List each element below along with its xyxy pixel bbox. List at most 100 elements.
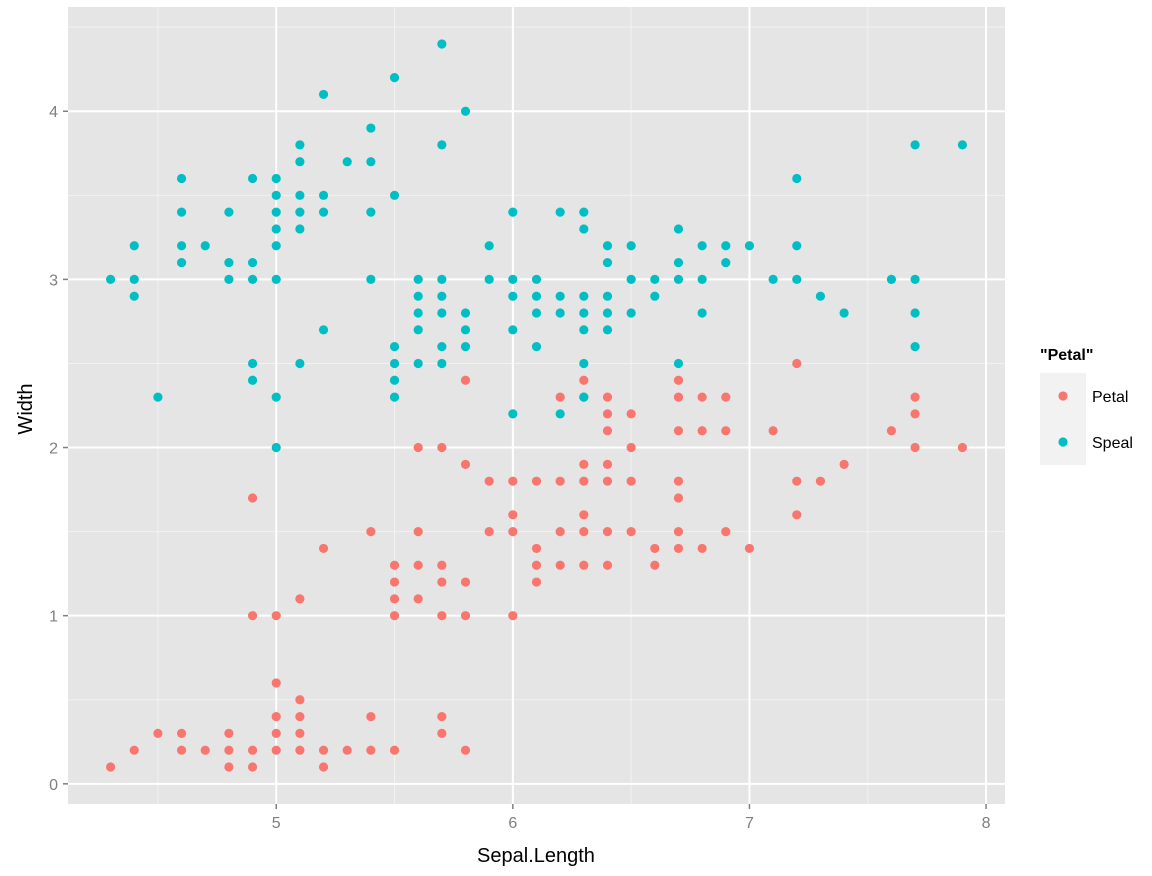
point-petal [437,611,447,621]
point-speal [224,257,234,268]
point-petal [153,728,163,738]
point-speal [626,274,636,284]
point-speal [673,224,684,234]
point-petal [224,745,234,755]
point-petal [129,745,139,755]
point-speal [531,291,542,301]
point-petal [721,527,731,537]
point-petal [437,442,447,453]
point-petal [602,459,613,469]
point-speal [839,308,849,318]
point-speal [579,358,589,369]
point-speal [247,274,258,284]
point-speal [105,274,116,284]
point-petal [650,543,660,554]
point-petal [697,426,707,436]
point-speal [673,257,684,268]
point-speal [484,274,494,284]
point-speal [366,274,376,284]
point-speal [247,358,258,369]
point-speal [910,274,920,284]
point-speal [366,157,376,167]
point-speal [437,308,447,318]
x-tick-label: 6 [508,815,517,832]
y-tick-label: 0 [49,777,58,794]
point-petal [508,510,518,520]
point-petal [271,678,281,688]
point-speal [318,207,329,217]
point-petal [271,728,281,738]
point-speal [271,392,281,402]
point-speal [555,207,565,217]
point-speal [129,274,139,284]
point-speal [413,308,423,318]
point-petal [602,560,613,570]
y-tick-label: 1 [49,609,58,626]
point-petal [460,611,471,621]
point-speal [437,274,447,284]
point-speal [413,274,423,284]
legend: "Petal" Petal Speal [1040,347,1133,465]
point-petal [531,543,542,554]
point-speal [129,241,139,251]
y-tick-label: 3 [49,272,58,289]
point-petal [247,762,258,772]
point-petal [295,594,305,604]
point-petal [626,442,636,453]
point-speal [176,257,187,268]
point-petal [366,527,376,537]
plot-panel [68,7,1005,804]
point-petal [602,527,613,537]
point-petal [579,459,589,469]
point-petal [673,493,684,503]
point-petal [886,426,897,436]
point-speal [579,291,589,301]
point-speal [437,291,447,301]
point-petal [673,476,684,486]
point-speal [413,325,423,335]
point-speal [602,291,613,301]
point-speal [744,241,755,251]
point-petal [389,745,400,755]
point-petal [531,560,542,570]
point-speal [176,207,187,217]
point-speal [460,342,471,352]
point-petal [318,745,329,755]
point-speal [792,173,802,184]
point-speal [437,358,447,369]
point-speal [342,157,352,167]
point-petal [484,527,494,537]
point-speal [176,241,187,251]
point-speal [957,140,968,150]
y-axis-ticks: 0 1 2 3 4 [49,104,68,794]
point-petal [839,459,849,469]
point-petal [295,711,305,722]
point-speal [579,224,589,234]
point-petal [389,560,400,570]
point-speal [555,291,565,301]
point-petal [437,560,447,570]
point-petal [413,442,423,453]
point-petal [697,392,707,402]
y-tick-label: 2 [49,441,58,458]
point-petal [957,442,968,453]
point-petal [650,560,660,570]
point-speal [318,325,329,335]
point-speal [153,392,163,402]
point-petal [105,762,116,772]
point-speal [508,409,518,419]
point-petal [673,392,684,402]
point-speal [389,392,400,402]
point-petal [602,409,613,419]
point-petal [910,442,920,453]
point-speal [295,190,305,200]
point-petal [271,611,281,621]
point-petal [721,392,731,402]
point-speal [626,241,636,251]
point-petal [531,476,542,486]
point-speal [579,308,589,318]
point-speal [247,173,258,184]
point-speal [910,140,920,150]
point-petal [792,476,802,486]
point-speal [129,291,139,301]
